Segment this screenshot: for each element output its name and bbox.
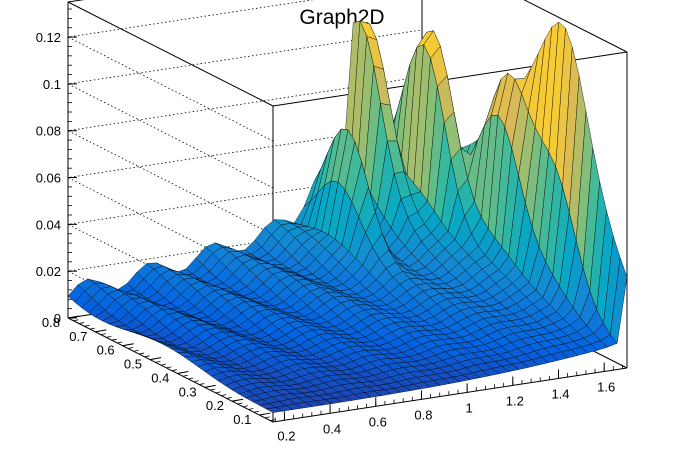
- y-minor-tick: [237, 402, 243, 405]
- y-minor-tick: [248, 408, 254, 410]
- y-minor-tick: [95, 330, 101, 333]
- y-minor-tick: [270, 419, 276, 422]
- axes: 0.2 0.4 0.6 0.8 1 1.2 1.4 1.6 0.1 0.2 0.3 0.4 0.5 0.6…: [36, 2, 623, 443]
- y-minor-tick: [122, 344, 128, 347]
- z-tick-label: 0.04: [36, 217, 61, 232]
- z-gridline: [66, 0, 314, 142]
- y-minor-tick: [149, 358, 156, 360]
- z-tick-label: 0.02: [36, 264, 61, 279]
- top-back-edge: [67, 0, 85, 3]
- y-minor-tick: [111, 338, 117, 341]
- top-right-edge: [523, 0, 628, 53]
- y-minor-tick: [204, 385, 210, 388]
- surface-cell: [265, 407, 284, 413]
- y-minor-tick: [100, 333, 106, 336]
- z-tick-label: 0.1: [43, 77, 61, 92]
- y-minor-tick: [73, 319, 79, 322]
- x-tick-label: 0.6: [369, 414, 387, 429]
- y-minor-tick: [259, 413, 265, 416]
- y-minor-tick: [128, 347, 134, 349]
- z-gridline: [66, 123, 423, 282]
- y-minor-tick: [166, 366, 172, 369]
- y-minor-tick: [253, 410, 259, 413]
- z-tick-label: 0.06: [36, 171, 61, 186]
- y-minor-tick: [78, 322, 85, 324]
- y-minor-tick: [177, 372, 183, 374]
- top-left-edge: [67, 1, 274, 107]
- z-gridline: [66, 29, 423, 189]
- x-tick-label: 0.4: [323, 421, 341, 436]
- y-minor-tick: [220, 394, 227, 397]
- y-tick-label: 0.1: [233, 412, 251, 427]
- y-minor-tick: [199, 383, 205, 385]
- z-gridline: [66, 76, 423, 236]
- y-tick-label: 0.5: [124, 357, 142, 372]
- y-minor-tick: [215, 391, 221, 394]
- z-tick-label: 0.12: [36, 30, 61, 45]
- z-tick-label: 0.08: [36, 124, 61, 139]
- x-tick-label: 1.6: [597, 379, 615, 394]
- x-tick-label: 1.4: [551, 386, 569, 401]
- y-minor-tick: [226, 397, 232, 399]
- y-tick-label: 0.7: [69, 329, 87, 344]
- y-minor-tick: [171, 369, 177, 372]
- y-minor-tick: [242, 405, 249, 408]
- y-tick-label: 0.8: [42, 315, 60, 330]
- y-minor-tick: [155, 360, 161, 363]
- x-tick-label: 1: [466, 400, 473, 415]
- y-minor-tick: [144, 355, 150, 358]
- y-minor-tick: [138, 352, 145, 355]
- y-minor-tick: [264, 416, 270, 419]
- x-tick-label: 0.8: [414, 407, 432, 422]
- y-minor-tick: [106, 336, 112, 338]
- y-minor-tick: [193, 380, 199, 383]
- surface-plot: [67, 20, 628, 413]
- y-minor-tick: [182, 374, 188, 377]
- y-axis-line: [67, 317, 274, 423]
- y-minor-tick: [160, 363, 167, 366]
- y-minor-tick: [231, 399, 238, 402]
- z-tick-label: 0: [54, 311, 61, 326]
- y-tick-label: 0.6: [97, 343, 115, 358]
- y-minor-tick: [133, 349, 139, 352]
- chart-title: Graph2D: [299, 6, 384, 29]
- y-tick-label: 0.2: [206, 398, 224, 413]
- y-minor-tick: [89, 327, 95, 330]
- y-minor-tick: [117, 341, 123, 344]
- x-tick-label: 0.2: [277, 428, 295, 443]
- y-tick-label: 0.3: [179, 384, 197, 399]
- x-tick-label: 1.2: [506, 393, 524, 408]
- y-tick-label: 0.4: [151, 370, 169, 385]
- y-minor-tick: [210, 388, 216, 391]
- y-minor-tick: [188, 377, 194, 380]
- y-minor-tick: [84, 324, 90, 327]
